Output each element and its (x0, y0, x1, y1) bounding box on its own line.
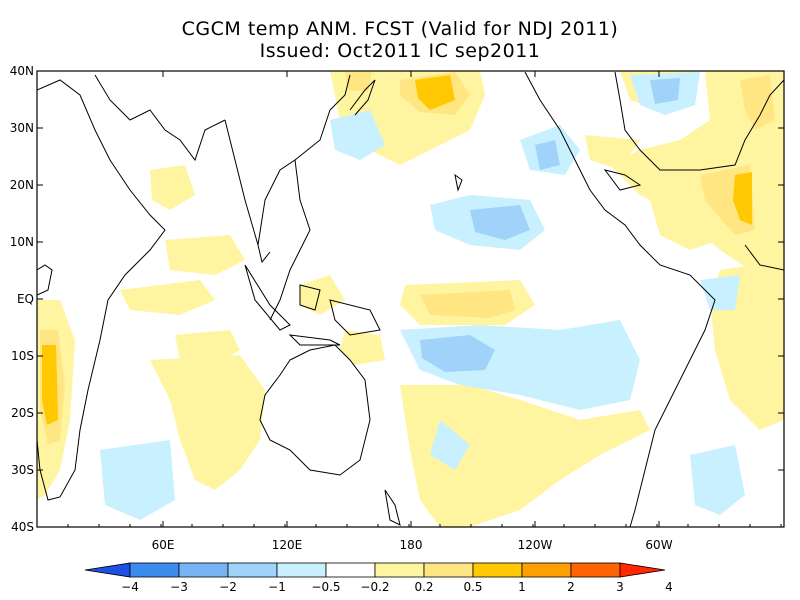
lat-label: 40S (11, 520, 34, 534)
lat-label: 20S (11, 406, 34, 420)
coastline (288, 334, 341, 346)
lon-label: 120W (518, 538, 553, 552)
coastline (294, 74, 351, 161)
anomaly-region (42, 345, 58, 425)
anomaly-region (345, 72, 372, 92)
lon-label: 60W (645, 538, 672, 552)
coastline (614, 71, 784, 171)
colorbar-label: 4 (665, 580, 673, 594)
coastline (744, 244, 784, 271)
coastline (244, 264, 291, 331)
anomaly-region (690, 445, 745, 515)
anomaly-region (300, 275, 345, 315)
colorbar-segment (227, 562, 278, 578)
coastline (524, 71, 716, 527)
anomaly-region (400, 385, 650, 527)
anomaly-region (415, 75, 455, 110)
colorbar-label: −1 (268, 580, 286, 594)
lat-label: 20N (10, 178, 34, 192)
coastlines (37, 71, 784, 527)
coastline (37, 264, 53, 296)
anomaly-region (733, 172, 752, 225)
colorbar-label: 0.5 (463, 580, 482, 594)
lon-label: 180 (400, 538, 423, 552)
anomaly-region (165, 235, 245, 275)
anomaly-region (420, 335, 495, 372)
colorbar-label: −0.5 (311, 580, 340, 594)
anomaly-region (120, 280, 215, 315)
coastline (257, 244, 271, 264)
anomaly-region (175, 330, 240, 365)
colorbar-label: −4 (121, 580, 139, 594)
anomaly-region (340, 330, 385, 365)
anomaly-region (330, 110, 385, 160)
lat-axis: 40N 30N 20N 10N EQ 10S 20S 30S 40S (10, 64, 784, 534)
colorbar-label: −3 (170, 580, 188, 594)
anomaly-region (585, 135, 640, 170)
anomaly-region (150, 165, 195, 210)
colorbar-segment (129, 562, 180, 578)
coastline (349, 79, 376, 116)
colorbar-segment (325, 562, 376, 578)
coastline (259, 344, 371, 476)
colorbar-label: 3 (616, 580, 624, 594)
colorbar-segment (570, 562, 621, 578)
lon-label: 120E (272, 538, 303, 552)
anomaly-region (650, 200, 720, 250)
map-title: CGCM temp ANM. FCST (Valid for NDJ 2011) (181, 18, 619, 40)
anomaly-region (535, 140, 560, 170)
anomaly-region (430, 420, 470, 470)
colorbar-segment (374, 562, 425, 578)
anomaly-region (740, 75, 775, 130)
colorbar-arrow-low (84, 562, 131, 578)
coastline (384, 489, 401, 526)
coastline (37, 79, 166, 501)
anomaly-region (650, 78, 680, 104)
lat-label: 30N (10, 121, 34, 135)
coastline (329, 299, 381, 336)
colorbar-segment (423, 562, 474, 578)
anomaly-region (470, 205, 530, 240)
coastline (94, 74, 226, 162)
colorbar-label: −0.2 (360, 580, 389, 594)
lon-label: 60E (152, 538, 175, 552)
anomaly-region (100, 440, 175, 520)
colorbar: −4 −3 −2 −1 −0.5 −0.2 0.2 0.5 1 2 3 4 (84, 562, 673, 594)
lat-label: 10S (11, 349, 34, 363)
anomaly-region (150, 355, 265, 490)
anomaly-region (420, 290, 515, 318)
coastline (299, 284, 321, 311)
coastline (454, 173, 463, 192)
colorbar-segment (276, 562, 327, 578)
anomaly-region (700, 275, 740, 310)
lat-label: 30S (11, 463, 34, 477)
lon-axis: 60E 120E 180 120W 60W (67, 71, 782, 552)
anomaly-shading (37, 71, 784, 527)
colorbar-label: 1 (518, 580, 526, 594)
lat-label: 10N (10, 235, 34, 249)
colorbar-segment (521, 562, 572, 578)
lat-label: EQ (17, 292, 34, 306)
colorbar-label: 2 (567, 580, 575, 594)
colorbar-segment (472, 562, 523, 578)
map-subtitle: Issued: Oct2011 IC sep2011 (259, 40, 541, 62)
coastline (603, 169, 642, 191)
colorbar-label: −2 (219, 580, 237, 594)
colorbar-label: 0.2 (414, 580, 433, 594)
colorbar-segment (178, 562, 229, 578)
colorbar-arrow-high (619, 562, 666, 578)
lat-label: 40N (10, 64, 34, 78)
